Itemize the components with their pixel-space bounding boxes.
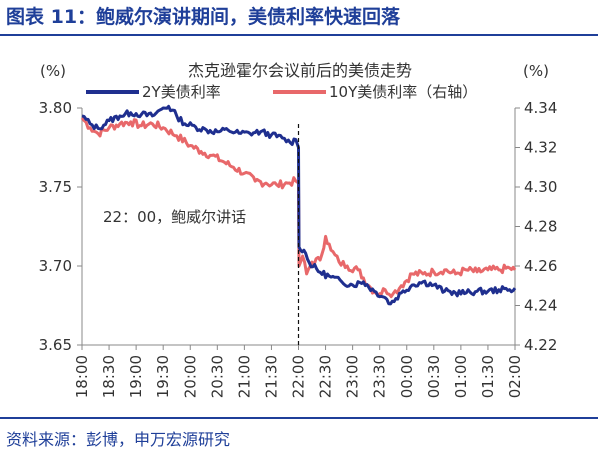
y-right-tick-label: 4.22 <box>524 336 557 354</box>
x-tick-label: 23:30 <box>371 355 389 398</box>
chart-title: 杰克逊霍尔会议前后的美债走势 <box>188 61 412 80</box>
x-tick-label: 01:30 <box>479 355 497 398</box>
x-tick-label: 02:00 <box>506 355 524 398</box>
event-annotation: 22：00，鲍威尔讲话 <box>103 208 246 226</box>
x-tick-label: 20:30 <box>208 355 226 398</box>
footer-divider <box>0 417 598 419</box>
source-note: 资料来源：彭博，申万宏源研究 <box>6 430 231 449</box>
x-tick-label: 19:30 <box>154 355 172 398</box>
y-right-tick-label: 4.24 <box>524 297 557 315</box>
legend-label-10y: 10Y美债利率（右轴） <box>329 83 477 101</box>
x-tick-label: 00:00 <box>398 355 416 398</box>
y-right-tick-label: 4.26 <box>524 257 557 275</box>
y-right-tick-label: 4.30 <box>524 178 557 196</box>
figure-title: 图表 11：鲍威尔演讲期间，美债利率快速回落 <box>6 6 401 28</box>
x-tick-label: 22:30 <box>317 355 335 398</box>
x-tick-label: 18:00 <box>73 355 91 398</box>
x-tick-label: 21:00 <box>235 355 253 398</box>
x-tick-label: 22:00 <box>290 355 308 398</box>
y-right-tick-label: 4.34 <box>524 99 557 117</box>
x-tick-label: 01:00 <box>452 355 470 398</box>
y-right-tick-label: 4.28 <box>524 218 557 236</box>
y-right-tick-label: 4.32 <box>524 139 557 157</box>
x-tick-label: 21:30 <box>262 355 280 398</box>
y-left-tick-label: 3.65 <box>39 336 72 354</box>
y-left-unit-label: (%) <box>40 62 66 80</box>
x-tick-label: 18:30 <box>100 355 118 398</box>
x-tick-label: 19:00 <box>127 355 145 398</box>
series-line-2y <box>81 104 517 306</box>
legend-label-2y: 2Y美债利率 <box>142 83 221 101</box>
x-tick-label: 20:00 <box>181 355 199 398</box>
y-right-unit-label: (%) <box>523 62 549 80</box>
x-tick-label: 00:30 <box>425 355 443 398</box>
y-left-tick-label: 3.75 <box>39 178 72 196</box>
x-tick-label: 23:00 <box>344 355 362 398</box>
y-left-tick-label: 3.80 <box>39 99 72 117</box>
y-left-tick-label: 3.70 <box>39 257 72 275</box>
title-divider <box>0 34 598 36</box>
